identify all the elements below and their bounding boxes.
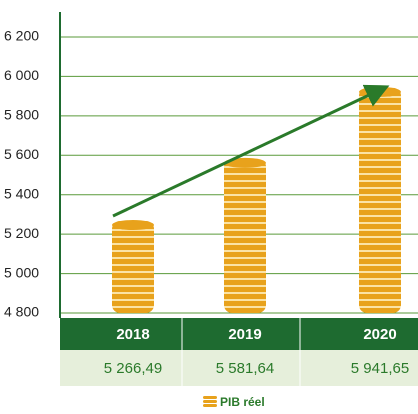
y-tick-label: 5 400: [4, 185, 39, 201]
coin-top: [112, 220, 154, 231]
legend-icon: [203, 396, 217, 407]
coin-stack: [224, 158, 266, 313]
stacks: [112, 86, 401, 313]
trend-arrow: [112, 84, 390, 218]
y-tick-label: 5 200: [4, 225, 39, 241]
value-label: 5 581,64: [216, 360, 274, 377]
coin-top: [224, 157, 266, 168]
y-tick-label: 5 800: [4, 107, 39, 123]
legend-label: PIB réel: [220, 395, 265, 409]
coin-stack: [359, 87, 401, 313]
value-label: 5 941,65: [351, 360, 409, 377]
y-tick-label: 4 800: [4, 304, 39, 320]
category-label: 2019: [228, 326, 261, 343]
category-label: 2020: [363, 326, 396, 343]
value-row: [60, 350, 418, 386]
category-label: 2018: [116, 326, 149, 343]
value-label: 5 266,49: [104, 360, 162, 377]
y-tick-label: 6 000: [4, 67, 39, 83]
y-tick-label: 5 000: [4, 264, 39, 280]
header-row: [60, 318, 418, 350]
coin-stack: [112, 221, 154, 313]
y-tick-label: 6 200: [4, 28, 39, 44]
y-tick-label: 5 600: [4, 146, 39, 162]
